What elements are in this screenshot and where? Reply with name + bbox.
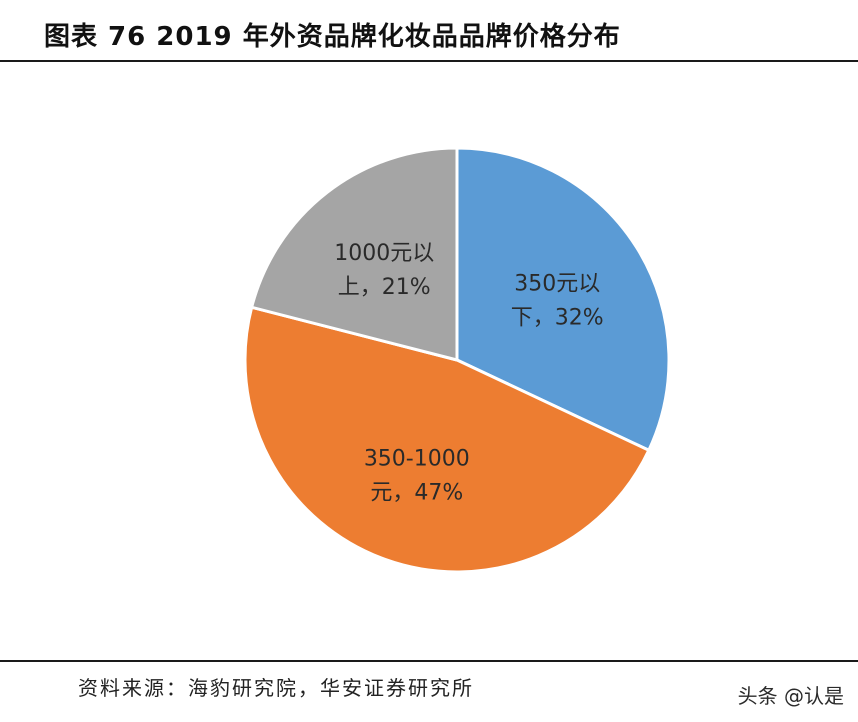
- pie-slice-1: [243, 305, 651, 574]
- pie-chart: 350元以下，32% 350-1000 元，47% 1000元以上，21%: [243, 146, 671, 574]
- pie-labels: 350元以下，32% 350-1000 元，47% 1000元以上，21%: [334, 241, 603, 506]
- source-note: 资料来源：海豹研究院，华安证券研究所: [78, 676, 474, 700]
- chart-title: 图表 76 2019 年外资品牌化妆品品牌价格分布: [44, 22, 621, 52]
- top-divider: [0, 60, 858, 62]
- pie-slices: [243, 146, 671, 574]
- pie-slice-2: [250, 146, 459, 362]
- watermark: 头条 @认是: [737, 684, 844, 708]
- pie-slice-label-0: 350元以下，32%: [511, 271, 604, 330]
- bottom-divider: [0, 660, 858, 662]
- pie-slice-label-2: 1000元以上，21%: [334, 241, 434, 300]
- pie-slice-0: [455, 146, 671, 452]
- pie-slice-label-1: 350-1000 元，47%: [364, 447, 470, 506]
